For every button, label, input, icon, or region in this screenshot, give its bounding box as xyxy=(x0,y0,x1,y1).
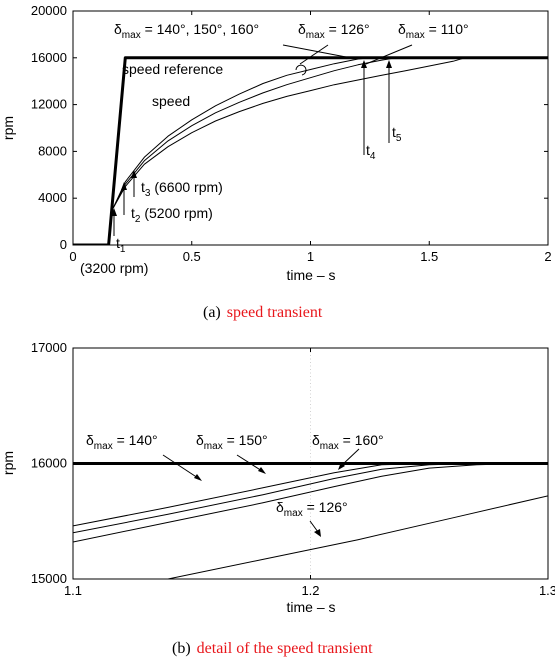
panel-b-series xyxy=(73,462,548,579)
pointer-curl xyxy=(295,64,307,76)
y-tick-label: 16000 xyxy=(31,50,67,65)
annotation-delta-140-150-160: δmax = 140°, 150°, 160° xyxy=(114,21,259,41)
arrow-t3 xyxy=(131,170,137,197)
pointer-b-150 xyxy=(236,454,266,474)
x-tick-label: 1 xyxy=(307,249,314,264)
series-line-3 xyxy=(112,57,548,209)
y-tick-label: 4000 xyxy=(38,190,67,205)
pointer-line-126 xyxy=(299,44,329,65)
x-tick-label: 1.2 xyxy=(301,583,319,598)
pointer-b-126 xyxy=(309,520,321,537)
annotation-b-delta-160: δmax = 160° xyxy=(312,432,384,452)
x-tick-label: 1.1 xyxy=(64,583,82,598)
pointer-line-110 xyxy=(365,44,413,65)
arrow-t2 xyxy=(121,182,127,215)
panel-a-ticks: 0 0.5 1 1.5 2 0 4000 8000 12000 16000 20000 xyxy=(31,3,552,264)
y-tick-label: 15000 xyxy=(31,571,67,586)
annotation-b-delta-150: δmax = 150° xyxy=(196,432,268,452)
arrow-t1 xyxy=(111,208,117,236)
series-line-2 xyxy=(73,463,525,534)
series-line-3 xyxy=(73,463,525,543)
annotation-delta-126: δmax = 126° xyxy=(298,21,370,41)
y-tick-label: 17000 xyxy=(31,340,67,355)
pointer-b-160 xyxy=(338,448,360,470)
panel-b-caption: (b) detail of the speed transient xyxy=(172,640,373,657)
panel-b-speed-transient-detail: 1.1 1.2 1.3 15000 16000 17000 rpm time – s δm… xyxy=(0,340,555,657)
label-t5: t5 xyxy=(392,124,402,144)
annotation-delta-110: δmax = 110° xyxy=(398,21,469,41)
annotation-speed-reference: speed reference xyxy=(122,61,223,77)
y-tick-label: 0 xyxy=(60,237,67,252)
x-tick-label: 0.5 xyxy=(183,249,201,264)
label-t2: t2 (5200 rpm) xyxy=(131,205,213,225)
panel-a-y-axis-label: rpm xyxy=(0,116,16,140)
x-tick-label: 2 xyxy=(544,249,551,264)
arrow-t5 xyxy=(386,60,392,143)
panel-a-speed-transient: 0 0.5 1 1.5 2 0 4000 8000 12000 16000 20000 rpm ti… xyxy=(0,3,552,321)
pointer-b-140 xyxy=(162,454,202,481)
label-t3: t3 (6600 rpm) xyxy=(141,179,223,199)
arrow-t4 xyxy=(361,60,367,155)
series-line-1 xyxy=(112,57,548,209)
panel-a-x-axis-label: time – s xyxy=(286,267,335,283)
panel-a-caption: (a) speed transient xyxy=(203,304,323,321)
panel-b-y-axis-label: rpm xyxy=(0,451,16,475)
series-line-4 xyxy=(167,495,548,579)
series-line-0 xyxy=(73,56,548,245)
y-tick-label: 16000 xyxy=(31,456,67,471)
panel-a-series xyxy=(73,56,548,245)
panel-b-ticks: 1.1 1.2 1.3 15000 16000 17000 xyxy=(31,340,555,598)
annotation-speed: speed xyxy=(152,93,190,109)
panel-b-x-axis-label: time – s xyxy=(286,599,335,615)
x-tick-label: 0 xyxy=(69,249,76,264)
y-tick-label: 20000 xyxy=(31,3,67,18)
pointer-line-140 xyxy=(282,44,347,58)
label-t4: t4 xyxy=(366,142,376,162)
series-line-2 xyxy=(112,57,548,209)
label-t1: t1 xyxy=(116,235,126,255)
x-tick-label: 1.3 xyxy=(539,583,555,598)
annotation-b-delta-126: δmax = 126° xyxy=(276,499,348,519)
y-tick-label: 12000 xyxy=(31,97,67,112)
annotation-b-delta-140: δmax = 140° xyxy=(86,432,158,452)
x-tick-label: 1.5 xyxy=(420,249,438,264)
y-tick-label: 8000 xyxy=(38,143,67,158)
label-3200-rpm: (3200 rpm) xyxy=(80,260,148,276)
